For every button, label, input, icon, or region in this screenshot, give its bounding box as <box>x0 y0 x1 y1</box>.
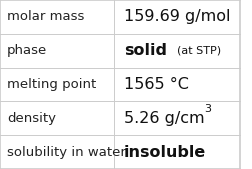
Text: phase: phase <box>7 44 47 57</box>
Text: density: density <box>7 112 56 125</box>
Text: 159.69 g/mol: 159.69 g/mol <box>124 9 230 24</box>
Text: solid: solid <box>124 43 167 58</box>
Text: 5.26 g/cm: 5.26 g/cm <box>124 111 204 126</box>
Text: 3: 3 <box>204 104 211 114</box>
Text: insoluble: insoluble <box>124 145 206 160</box>
Text: 1565 °C: 1565 °C <box>124 77 188 92</box>
Text: solubility in water: solubility in water <box>7 146 126 159</box>
Text: molar mass: molar mass <box>7 10 85 23</box>
Text: melting point: melting point <box>7 78 97 91</box>
Text: (at STP): (at STP) <box>177 46 221 56</box>
